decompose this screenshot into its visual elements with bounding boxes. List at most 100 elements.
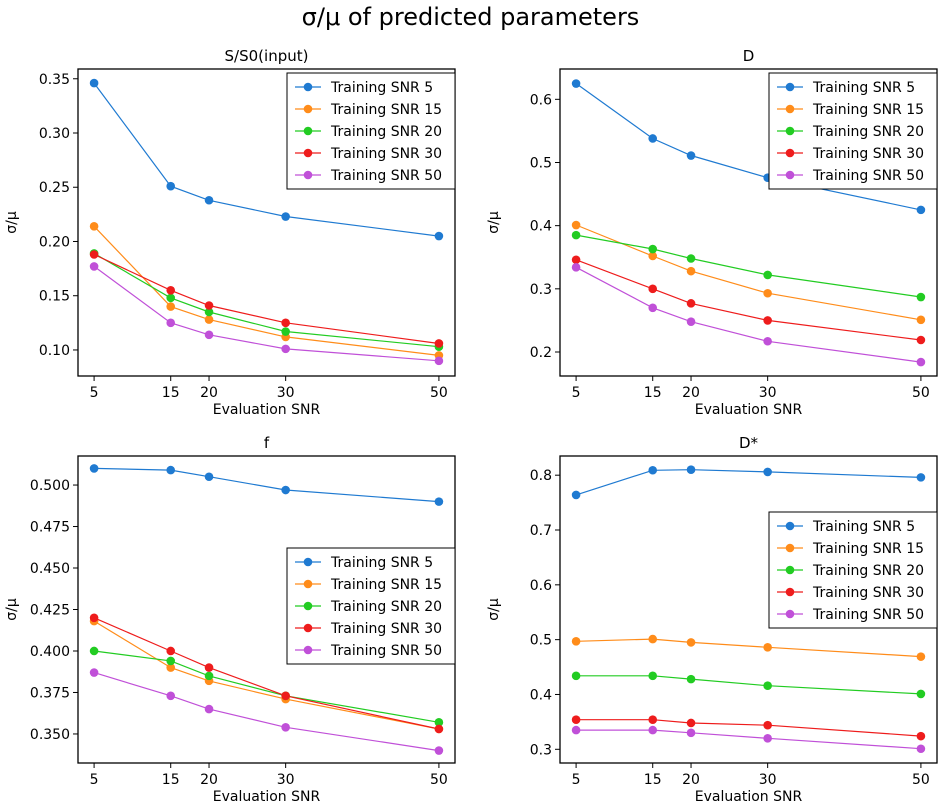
y-tick-label: 0.7 <box>530 523 552 539</box>
data-point <box>916 357 926 367</box>
y-tick-label: 0.10 <box>39 343 70 359</box>
x-tick-label: 50 <box>430 772 448 788</box>
legend-swatch-marker <box>303 601 313 611</box>
data-point <box>434 497 444 506</box>
x-tick-label: 15 <box>162 385 180 401</box>
legend-swatch-marker <box>303 148 313 158</box>
legend: Training SNR 5 Training SNR 15 Training SN… <box>768 511 938 629</box>
data-point <box>571 715 581 724</box>
data-point <box>648 465 658 475</box>
data-point <box>686 299 696 308</box>
y-tick-label: 0.425 <box>30 603 70 619</box>
data-point <box>89 668 99 677</box>
legend-entry-label: Training SNR 5 <box>812 519 915 535</box>
x-axis-label: Evaluation SNR <box>695 402 803 418</box>
y-tick-label: 0.35 <box>39 72 70 88</box>
data-point <box>281 691 290 701</box>
series-line-snr-30 <box>576 719 921 737</box>
legend-swatch-marker <box>785 565 795 575</box>
legend: Training SNR 5 Training SNR 15 Training SN… <box>768 72 938 190</box>
data-point <box>648 715 658 724</box>
data-point <box>686 718 696 728</box>
data-point <box>204 315 214 324</box>
data-point <box>166 181 176 191</box>
data-point <box>686 254 696 263</box>
series-line-snr-20 <box>576 675 921 695</box>
legend: Training SNR 5 Training SNR 15 Training SN… <box>286 547 456 665</box>
legend-swatch-marker <box>303 126 313 136</box>
legend-entry-label: Training SNR 5 <box>330 80 433 96</box>
data-point <box>686 266 696 276</box>
data-point <box>166 691 176 701</box>
data-point <box>571 220 581 230</box>
data-point <box>166 302 176 311</box>
data-point <box>648 251 658 261</box>
x-tick-label: 15 <box>644 772 662 788</box>
legend-entry-label: Training SNR 15 <box>812 102 924 118</box>
legend-swatch-marker <box>785 104 795 114</box>
x-tick-label: 5 <box>572 772 581 788</box>
legend-entry-label: Training SNR 50 <box>812 607 924 623</box>
series-line-snr-15 <box>575 224 922 321</box>
data-point <box>916 731 926 741</box>
legend-swatch-marker <box>785 82 795 92</box>
data-point <box>916 335 926 345</box>
legend-entry-label: Training SNR 30 <box>330 146 442 162</box>
data-point <box>916 292 926 302</box>
data-point <box>686 465 696 475</box>
data-point <box>166 663 176 672</box>
legend-entry-label: Training SNR 30 <box>812 585 924 601</box>
legend-entry-label: Training SNR 50 <box>330 643 442 659</box>
y-tick-label: 0.475 <box>30 520 70 536</box>
data-point <box>571 671 581 681</box>
data-point <box>763 720 772 730</box>
data-point <box>166 318 176 328</box>
y-tick-label: 0.5 <box>530 633 552 649</box>
data-point <box>648 244 658 254</box>
data-point <box>434 356 444 366</box>
data-point <box>571 725 581 735</box>
data-point <box>686 317 696 326</box>
x-tick-label: 20 <box>682 772 700 788</box>
data-point <box>571 255 581 265</box>
legend-entry-label: Training SNR 30 <box>330 621 442 637</box>
x-tick-label: 5 <box>572 385 581 401</box>
x-tick-label: 30 <box>277 385 295 401</box>
data-point <box>434 718 444 727</box>
legend-entry-label: Training SNR 15 <box>812 541 924 557</box>
series-line-snr-30 <box>575 259 921 341</box>
legend-swatch-marker <box>303 645 313 655</box>
data-point <box>204 663 214 672</box>
x-tick-label: 50 <box>912 772 930 788</box>
legend-swatch-marker <box>785 126 795 136</box>
data-point <box>434 746 444 755</box>
series-line-snr-5 <box>575 469 921 496</box>
x-tick-label: 20 <box>200 385 218 401</box>
legend-swatch-marker <box>303 104 313 114</box>
series-line-snr-15 <box>576 638 921 658</box>
y-tick-label: 0.20 <box>39 234 70 250</box>
legend-entry-label: Training SNR 20 <box>812 124 924 140</box>
data-point <box>166 286 176 295</box>
data-point <box>281 327 290 336</box>
y-tick-label: 0.4 <box>530 219 552 235</box>
legend-swatch-marker <box>303 579 313 589</box>
y-tick-label: 0.2 <box>530 345 552 361</box>
y-axis-label: σ/μ <box>4 598 20 621</box>
x-tick-label: 30 <box>759 385 777 401</box>
data-point <box>763 643 772 652</box>
x-tick-label: 30 <box>277 772 295 788</box>
subplot-title: D <box>743 47 755 65</box>
data-point <box>166 656 176 666</box>
figure-title: σ/μ of predicted parameters <box>301 3 640 31</box>
data-point <box>281 318 290 328</box>
y-tick-label: 0.6 <box>530 578 552 594</box>
x-tick-label: 15 <box>162 772 180 788</box>
y-tick-label: 0.30 <box>39 126 70 142</box>
series-line-snr-5 <box>94 467 439 503</box>
y-tick-label: 0.375 <box>30 685 70 701</box>
y-tick-label: 0.350 <box>30 727 70 743</box>
data-point <box>916 315 926 325</box>
data-point <box>89 464 99 473</box>
